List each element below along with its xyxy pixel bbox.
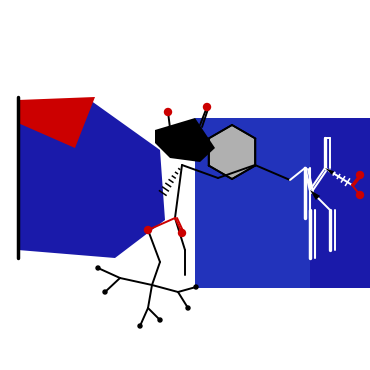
Circle shape [165,108,172,115]
Polygon shape [18,97,95,148]
Polygon shape [155,118,215,162]
Circle shape [357,172,363,178]
Circle shape [138,324,142,328]
Polygon shape [195,118,310,288]
Circle shape [204,104,211,111]
Polygon shape [209,125,255,179]
Circle shape [194,285,198,289]
Circle shape [357,192,363,198]
Circle shape [96,266,100,270]
Circle shape [186,306,190,310]
Circle shape [158,318,162,322]
Polygon shape [310,190,320,200]
Polygon shape [18,100,165,258]
Circle shape [178,229,185,236]
Circle shape [145,226,151,233]
Polygon shape [195,118,370,288]
Polygon shape [325,168,334,175]
Circle shape [103,290,107,294]
